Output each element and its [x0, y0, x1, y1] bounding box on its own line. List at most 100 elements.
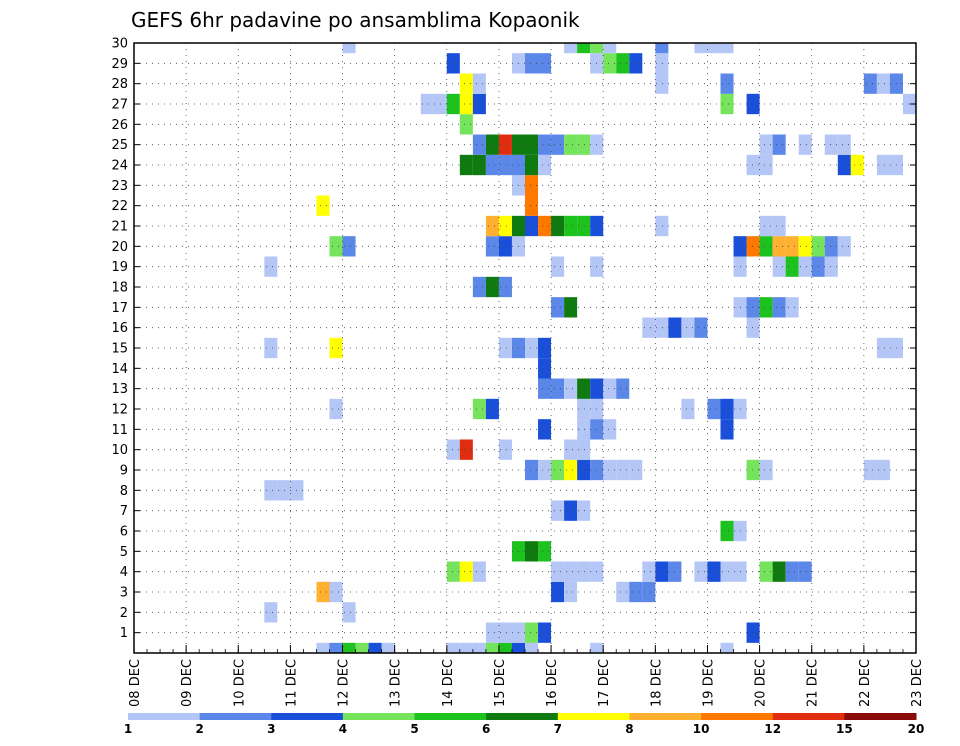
- heatmap-cell: [824, 134, 838, 155]
- heatmap-cell: [498, 215, 512, 237]
- heatmap-cell: [538, 622, 552, 643]
- heatmap-cell: [902, 93, 916, 115]
- heatmap-cell: [577, 419, 591, 440]
- chart-title: GEFS 6hr padavine po ansamblima Kopaonik: [131, 8, 580, 32]
- heatmap-cell: [498, 642, 512, 653]
- heatmap-cell: [511, 642, 525, 653]
- heatmap-cell: [329, 398, 343, 420]
- heatmap-cell: [342, 642, 356, 653]
- heatmap-cell: [642, 317, 656, 338]
- heatmap-cell: [525, 134, 539, 155]
- y-axis-ticks: 1234567891011121314151617181920212223242…: [111, 37, 916, 641]
- y-tick-label: 22: [111, 199, 128, 214]
- heatmap-cell: [564, 215, 578, 237]
- heatmap-cell: [681, 398, 695, 420]
- heatmap-cell: [459, 642, 473, 653]
- heatmap-cell: [485, 134, 499, 155]
- heatmap-cell: [525, 622, 539, 643]
- heatmap-cell: [720, 398, 734, 420]
- heatmap-cell: [681, 317, 695, 338]
- heatmap-cells: [264, 43, 916, 653]
- y-tick-label: 25: [111, 138, 128, 153]
- heatmap-cell: [472, 642, 486, 653]
- heatmap-cell: [694, 561, 708, 582]
- heatmap-cell: [525, 154, 539, 176]
- y-tick-label: 27: [111, 98, 128, 113]
- heatmap-cell: [746, 622, 760, 643]
- heatmap-cell: [472, 154, 486, 176]
- heatmap-cell: [629, 459, 643, 481]
- heatmap-cell: [837, 154, 851, 176]
- y-tick-label: 21: [111, 220, 128, 235]
- heatmap-cell: [355, 642, 369, 653]
- y-tick-label: 20: [111, 240, 128, 255]
- colorbar-swatch: [271, 713, 344, 720]
- heatmap-cell: [446, 642, 460, 653]
- colorbar-swatch: [844, 713, 917, 720]
- heatmap-cell: [655, 561, 669, 582]
- heatmap-cell: [485, 154, 499, 176]
- y-tick-label: 16: [111, 321, 128, 336]
- heatmap-cell: [798, 256, 812, 277]
- heatmap-cell: [472, 561, 486, 582]
- heatmap-cell: [603, 43, 617, 54]
- heatmap-cell: [616, 459, 630, 481]
- heatmap-cell: [746, 154, 760, 176]
- heatmap-cell: [655, 73, 669, 94]
- heatmap-cell: [564, 297, 578, 318]
- heatmap-cell: [472, 73, 486, 94]
- x-tick-label: 21 DEC: [806, 659, 821, 707]
- heatmap-cell: [538, 419, 552, 440]
- heatmap-cell: [264, 480, 278, 501]
- heatmap-cell: [485, 236, 499, 257]
- y-tick-label: 11: [111, 423, 128, 438]
- heatmap-cell: [316, 642, 330, 653]
- heatmap-cell: [720, 73, 734, 94]
- heatmap-cell: [876, 337, 890, 359]
- y-tick-label: 13: [111, 382, 128, 397]
- colorbar-label: 7: [554, 722, 562, 736]
- heatmap-cell: [655, 43, 669, 54]
- heatmap-cell: [759, 154, 773, 176]
- heatmap-cell: [720, 520, 734, 542]
- heatmap-cell: [551, 378, 565, 399]
- y-tick-label: 10: [111, 443, 128, 458]
- heatmap-cell: [329, 581, 343, 603]
- heatmap-cell: [316, 581, 330, 603]
- heatmap-cell: [472, 93, 486, 115]
- colorbar-label: 2: [195, 722, 203, 736]
- heatmap-cell: [603, 53, 617, 74]
- y-tick-label: 5: [120, 545, 128, 560]
- y-tick-label: 26: [111, 118, 128, 133]
- heatmap-cell: [798, 236, 812, 257]
- heatmap-cell: [876, 459, 890, 481]
- heatmap-cell: [525, 541, 539, 562]
- x-axis-ticks: 08 DEC 09 DEC 10 DEC 11 DEC 12 DEC 13 DEC 14 D…: [128, 645, 925, 707]
- heatmap-cell: [759, 561, 773, 582]
- heatmap-cell: [525, 175, 539, 196]
- heatmap-cell: [485, 622, 499, 643]
- heatmap-cell: [759, 297, 773, 318]
- heatmap-cell: [525, 337, 539, 359]
- heatmap-cell: [759, 215, 773, 237]
- heatmap-cell: [837, 134, 851, 155]
- heatmap-cell: [577, 500, 591, 521]
- y-tick-label: 19: [111, 260, 128, 275]
- x-tick-label: 16 DEC: [545, 659, 560, 707]
- heatmap-cell: [720, 93, 734, 115]
- heatmap-cell: [472, 398, 486, 420]
- heatmap-cell: [577, 439, 591, 460]
- heatmap-cell: [277, 480, 291, 501]
- colorbar-label: 20: [908, 722, 925, 736]
- heatmap-cell: [603, 459, 617, 481]
- heatmap-cell: [264, 337, 278, 359]
- colorbar-label: 3: [267, 722, 275, 736]
- heatmap-cell: [746, 459, 760, 481]
- colorbar-swatch: [342, 713, 416, 720]
- heatmap-cell: [551, 256, 565, 277]
- heatmap-cell: [459, 73, 473, 94]
- heatmap-cell: [759, 459, 773, 481]
- heatmap-cell: [525, 215, 539, 237]
- heatmap-cell: [538, 154, 552, 176]
